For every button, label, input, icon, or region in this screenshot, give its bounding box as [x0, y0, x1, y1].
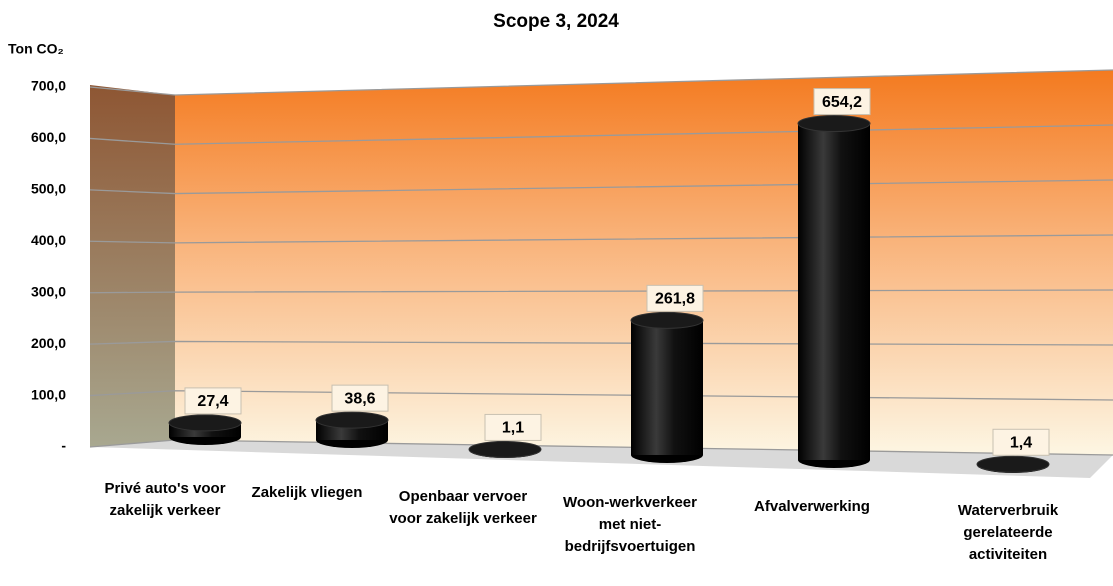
value-label: 1,4 [1010, 434, 1032, 451]
bar [797, 115, 871, 468]
bar [468, 440, 542, 458]
bar [630, 311, 704, 463]
value-label: 654,2 [822, 94, 862, 111]
x-tick-label: Afvalverwerking [754, 498, 870, 515]
value-label-box [184, 387, 242, 415]
bar-body [798, 123, 870, 460]
x-tick-label: Zakelijk vliegen [251, 484, 363, 501]
bar [315, 411, 389, 448]
bar [976, 455, 1050, 473]
side-wall [90, 85, 175, 447]
value-label-box [484, 413, 542, 441]
y-tick-label: - [61, 438, 66, 454]
bar-top [315, 411, 389, 429]
bar [168, 414, 242, 445]
grid-line [89, 69, 1113, 96]
bar-top [976, 455, 1050, 473]
bar-top [168, 414, 242, 432]
value-label: 27,4 [197, 393, 228, 410]
y-tick-label: 100,0 [31, 386, 66, 402]
x-tick-label: Openbaar vervoer voor zakelijk verkeer [389, 488, 537, 527]
y-tick-label: 500,0 [31, 181, 66, 197]
bar-body [631, 320, 703, 455]
value-label: 1,1 [502, 420, 524, 437]
value-label: 38,6 [344, 390, 375, 407]
y-tick-label: 300,0 [31, 283, 66, 299]
bar-top [468, 440, 542, 458]
y-tick-label: 400,0 [31, 232, 66, 248]
value-label-box [646, 284, 704, 312]
value-label-box [813, 88, 871, 116]
floor [90, 440, 1113, 478]
value-label-box [992, 428, 1050, 456]
y-axis-label: Ton CO₂ [8, 41, 64, 57]
back-wall [175, 70, 1113, 455]
x-tick-label: Privé auto's voor zakelijk verkeer [104, 480, 226, 519]
y-tick-label: 600,0 [31, 129, 66, 145]
y-tick-label: 200,0 [31, 335, 66, 351]
value-label: 261,8 [655, 291, 695, 308]
chart-title: Scope 3, 2024 [493, 11, 619, 32]
bar-top [797, 115, 871, 133]
x-tick-label: Woon-werkverkeer met niet-bedrijfsvoertu… [563, 494, 697, 555]
y-tick-label: 700,0 [31, 78, 66, 94]
bar-top [630, 311, 704, 329]
value-label-box [331, 384, 389, 412]
x-tick-label: Waterverbruik gerelateerde activiteiten [957, 502, 1059, 563]
